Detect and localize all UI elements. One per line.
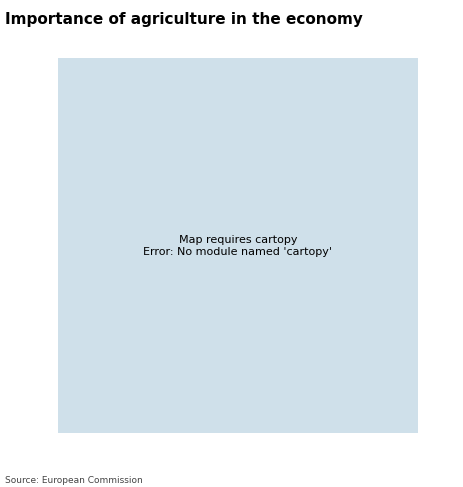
Text: Source: European Commission: Source: European Commission (5, 476, 142, 485)
Text: Importance of agriculture in the economy: Importance of agriculture in the economy (5, 12, 362, 27)
Text: Map requires cartopy
Error: No module named 'cartopy': Map requires cartopy Error: No module na… (143, 235, 332, 257)
